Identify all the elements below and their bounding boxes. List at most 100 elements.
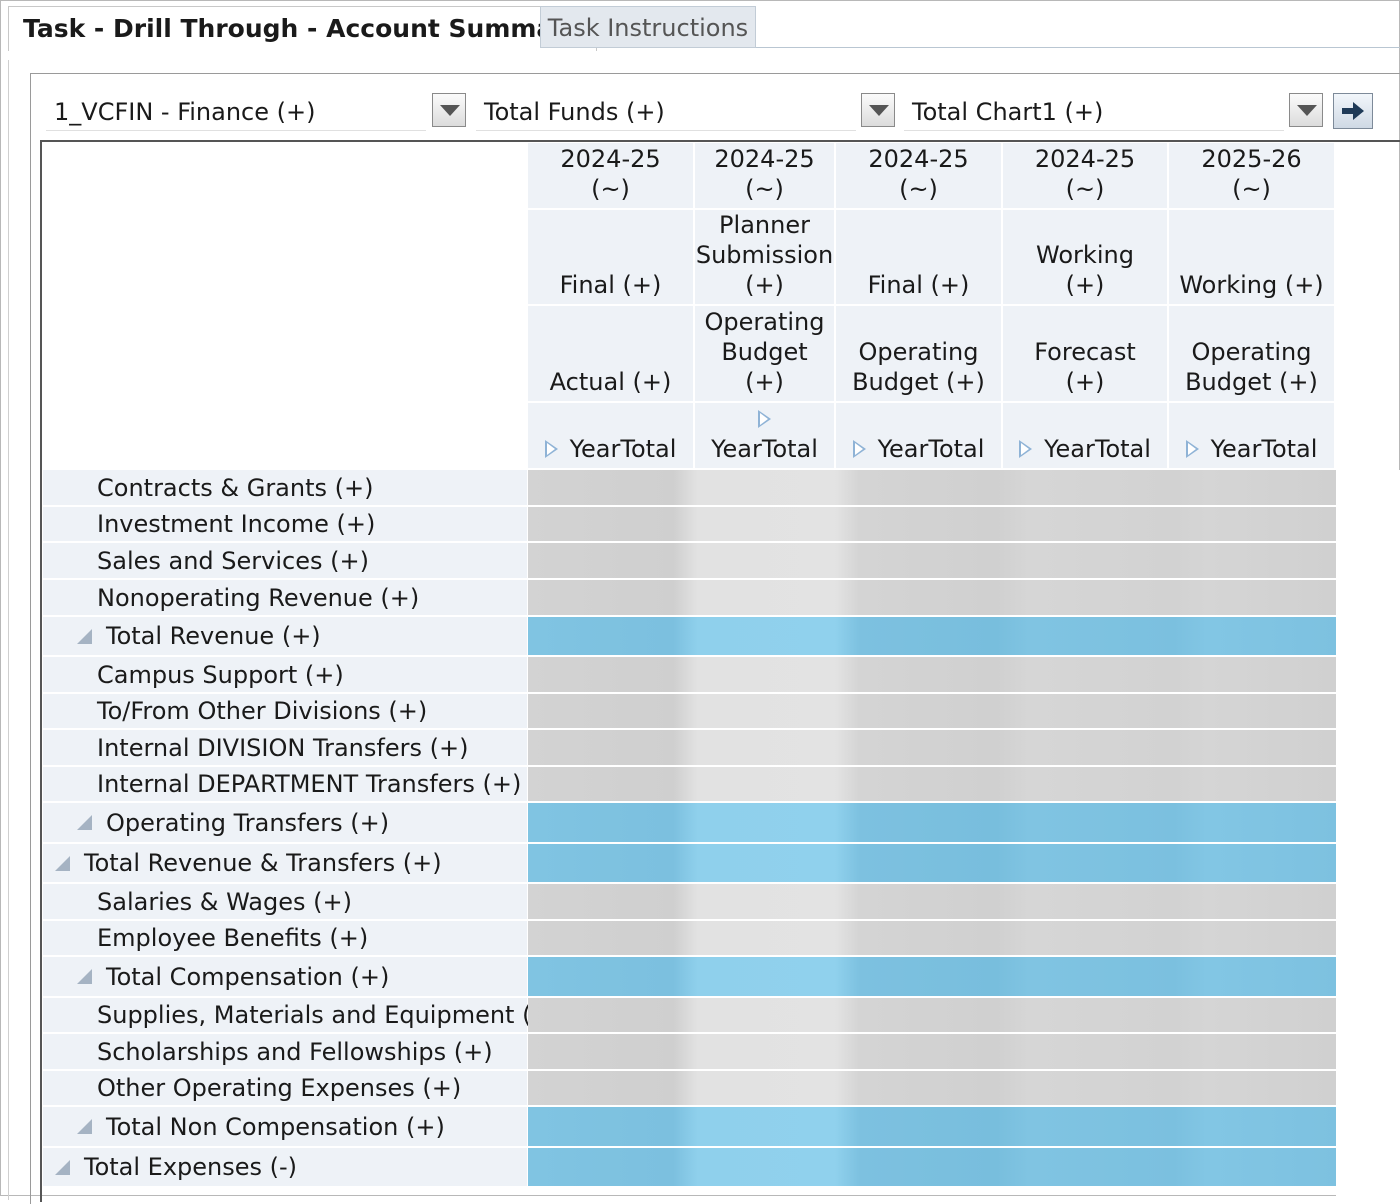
- col-header-version[interactable]: Planner Submission (+): [695, 210, 836, 306]
- row-header-label: Other Operating Expenses (+): [97, 1074, 462, 1102]
- collapse-arrow-icon[interactable]: [77, 815, 92, 830]
- row-header[interactable]: Total Revenue (+): [43, 617, 527, 657]
- data-row-cells[interactable]: [528, 730, 1336, 767]
- col-header-scenario[interactable]: Operating Budget (+): [695, 306, 836, 403]
- tab-account-summary[interactable]: Task - Drill Through - Account Summary: [8, 6, 597, 51]
- row-header-label: Total Non Compensation (+): [106, 1112, 445, 1141]
- chevron-down-icon: [1297, 105, 1317, 116]
- row-header-label: To/From Other Divisions (+): [97, 697, 428, 725]
- row-header[interactable]: Nonoperating Revenue (+): [43, 580, 527, 617]
- expand-arrow-icon[interactable]: [1185, 440, 1199, 458]
- row-header[interactable]: Contracts & Grants (+): [43, 470, 527, 507]
- collapse-arrow-icon[interactable]: [77, 969, 92, 984]
- row-header-label: Scholarships and Fellowships (+): [97, 1037, 493, 1066]
- row-header[interactable]: Sales and Services (+): [43, 543, 527, 580]
- row-header[interactable]: Total Expenses (-): [43, 1148, 527, 1188]
- col-header-scenario[interactable]: Operating Budget (+): [1169, 306, 1336, 403]
- col-header-year[interactable]: 2024-25 (~): [695, 143, 836, 210]
- total-row-cells[interactable]: [528, 803, 1336, 844]
- col-header-period-label: YearTotal: [569, 435, 677, 463]
- col-header-year[interactable]: 2025-26 (~): [1169, 143, 1336, 210]
- row-header-label: Internal DIVISION Transfers (+): [97, 733, 469, 762]
- data-row-cells[interactable]: [528, 657, 1336, 694]
- pov-bar: 1_VCFIN - Finance (+) Total Funds (+) To…: [46, 92, 1376, 132]
- col-header-period-label: YearTotal: [711, 435, 818, 463]
- row-header[interactable]: Investment Income (+): [43, 507, 527, 543]
- col-header-period[interactable]: YearTotal: [836, 403, 1003, 470]
- pov-fund-dropdown-button[interactable]: [861, 93, 895, 127]
- row-header[interactable]: Other Operating Expenses (+): [43, 1071, 527, 1107]
- col-header-scenario[interactable]: Forecast (+): [1003, 306, 1169, 403]
- col-header-period-label: YearTotal: [877, 435, 985, 463]
- expand-arrow-icon[interactable]: [852, 440, 866, 458]
- data-row-cells[interactable]: [528, 921, 1336, 957]
- collapse-arrow-icon[interactable]: [55, 1159, 70, 1175]
- row-header[interactable]: Scholarships and Fellowships (+): [43, 1034, 527, 1071]
- row-header[interactable]: Operating Transfers (+): [43, 803, 527, 844]
- col-header-year[interactable]: 2024-25 (~): [528, 143, 695, 210]
- total-row-cells[interactable]: [528, 617, 1336, 657]
- pov-entity-dropdown-button[interactable]: [432, 93, 466, 127]
- expand-arrow-icon[interactable]: [758, 410, 771, 428]
- row-header[interactable]: To/From Other Divisions (+): [43, 694, 527, 730]
- pov-fund-field[interactable]: Total Funds (+): [476, 92, 856, 131]
- row-header[interactable]: Supplies, Materials and Equipment (+): [43, 998, 561, 1034]
- chevron-down-icon: [440, 105, 460, 116]
- data-row-cells[interactable]: [528, 1034, 1336, 1071]
- col-header-version[interactable]: Final (+): [528, 210, 695, 306]
- col-header-period[interactable]: YearTotal: [695, 403, 836, 470]
- row-header-label: Contracts & Grants (+): [97, 473, 374, 502]
- data-row-cells[interactable]: [528, 507, 1336, 543]
- col-header-period-label: YearTotal: [1210, 435, 1318, 463]
- col-header-scenario[interactable]: Actual (+): [528, 306, 695, 403]
- data-row-cells[interactable]: [528, 884, 1336, 921]
- expand-arrow-icon[interactable]: [1019, 440, 1033, 458]
- col-header-period[interactable]: YearTotal: [528, 403, 695, 470]
- row-header[interactable]: Employee Benefits (+): [43, 921, 527, 957]
- col-header-year[interactable]: 2024-25 (~): [1003, 143, 1169, 210]
- data-row-cells[interactable]: [528, 1071, 1336, 1107]
- row-header[interactable]: Salaries & Wages (+): [43, 884, 527, 921]
- col-header-period[interactable]: YearTotal: [1169, 403, 1336, 470]
- row-header-label: Campus Support (+): [97, 660, 344, 689]
- row-header[interactable]: Total Non Compensation (+): [43, 1107, 527, 1148]
- tab-baseline: [530, 47, 1400, 48]
- data-row-cells[interactable]: [528, 767, 1336, 803]
- col-header-period-label: YearTotal: [1044, 435, 1151, 463]
- row-header[interactable]: Total Revenue & Transfers (+): [43, 844, 527, 884]
- pov-chart-dropdown-button[interactable]: [1289, 93, 1323, 127]
- col-header-version[interactable]: Working (+): [1169, 210, 1336, 306]
- row-header-label: Salaries & Wages (+): [97, 887, 352, 916]
- row-header[interactable]: Internal DIVISION Transfers (+): [43, 730, 527, 767]
- total-row-cells[interactable]: [528, 957, 1336, 998]
- collapse-arrow-icon[interactable]: [55, 855, 70, 871]
- col-header-scenario[interactable]: Operating Budget (+): [836, 306, 1003, 403]
- data-row-cells[interactable]: [528, 470, 1336, 507]
- row-header-label: Total Revenue & Transfers (+): [84, 849, 442, 877]
- expand-arrow-icon[interactable]: [544, 440, 558, 458]
- grid-right-blank: [1336, 470, 1400, 1200]
- data-row-cells[interactable]: [528, 694, 1336, 730]
- row-header[interactable]: Campus Support (+): [43, 657, 527, 694]
- row-header[interactable]: Total Compensation (+): [43, 957, 527, 998]
- data-row-cells[interactable]: [528, 998, 1336, 1034]
- total-row-cells[interactable]: [528, 1107, 1336, 1148]
- data-row-cells[interactable]: [528, 580, 1336, 617]
- tab-task-instructions[interactable]: Task Instructions: [540, 6, 756, 48]
- row-header-label: Internal DEPARTMENT Transfers (+): [97, 770, 522, 798]
- col-header-year[interactable]: 2024-25 (~): [836, 143, 1003, 210]
- row-header-label: Total Expenses (-): [84, 1153, 298, 1181]
- col-header-version[interactable]: Final (+): [836, 210, 1003, 306]
- col-header-version[interactable]: Working (+): [1003, 210, 1169, 306]
- total-row-cells[interactable]: [528, 1148, 1336, 1188]
- pov-entity-field[interactable]: 1_VCFIN - Finance (+): [46, 92, 426, 131]
- total-row-cells[interactable]: [528, 844, 1336, 884]
- go-button[interactable]: [1333, 93, 1373, 129]
- pov-chart-field[interactable]: Total Chart1 (+): [904, 92, 1284, 131]
- collapse-arrow-icon[interactable]: [77, 1119, 92, 1134]
- row-header[interactable]: Internal DEPARTMENT Transfers (+): [43, 767, 527, 803]
- data-row-cells[interactable]: [528, 543, 1336, 580]
- col-header-period[interactable]: YearTotal: [1003, 403, 1169, 470]
- data-grid: [40, 140, 1400, 1202]
- collapse-arrow-icon[interactable]: [77, 628, 92, 644]
